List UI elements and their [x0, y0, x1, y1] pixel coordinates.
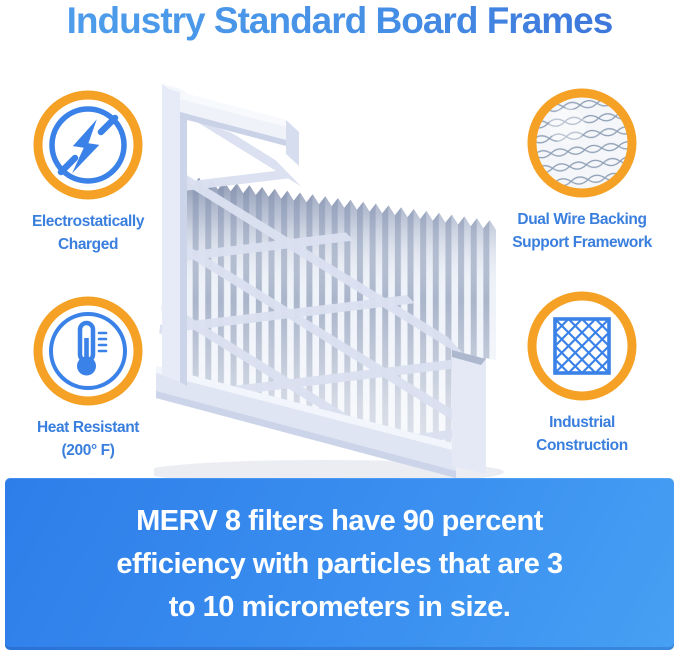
diamond-lattice-circle-icon [527, 291, 637, 401]
air-filter-illustration [154, 80, 510, 486]
thermometer-circle-icon [33, 296, 143, 406]
wire-mesh-circle-icon [527, 88, 637, 198]
caption-line: MERV 8 filters have 90 percent [136, 504, 543, 537]
feature-label: Heat Resistant (200° F) [8, 416, 168, 462]
feature-industrial-construction: Industrial Construction [492, 291, 672, 457]
feature-label-line: Heat Resistant [36, 419, 140, 436]
feature-label: Dual Wire Backing Support Framework [492, 208, 672, 254]
feature-label-line: Construction [536, 437, 628, 454]
feature-electrostatically-charged: Electrostatically Charged [8, 90, 168, 256]
feature-label-line: Industrial [549, 414, 615, 431]
feature-label-line: Electrostatically [31, 213, 145, 230]
feature-label: Electrostatically Charged [8, 210, 168, 256]
feature-dual-wire-backing: Dual Wire Backing Support Framework [492, 88, 672, 254]
pleated-filter-drawing [154, 84, 504, 484]
caption-banner: MERV 8 filters have 90 percent efficienc… [5, 478, 674, 650]
feature-heat-resistant: Heat Resistant (200° F) [8, 296, 168, 462]
caption-line: to 10 micrometers in size. [168, 590, 511, 623]
feature-label-line: Charged [57, 236, 119, 253]
lightning-bolt-circle-icon [33, 90, 143, 200]
feature-label-line: Support Framework [512, 234, 652, 251]
feature-label: Industrial Construction [492, 411, 672, 457]
caption-line: efficiency with particles that are 3 [116, 547, 563, 580]
feature-label-line: (200° F) [61, 442, 115, 459]
feature-label-line: Dual Wire Backing [517, 211, 647, 228]
page-title: Industry Standard Board Frames [0, 0, 679, 42]
